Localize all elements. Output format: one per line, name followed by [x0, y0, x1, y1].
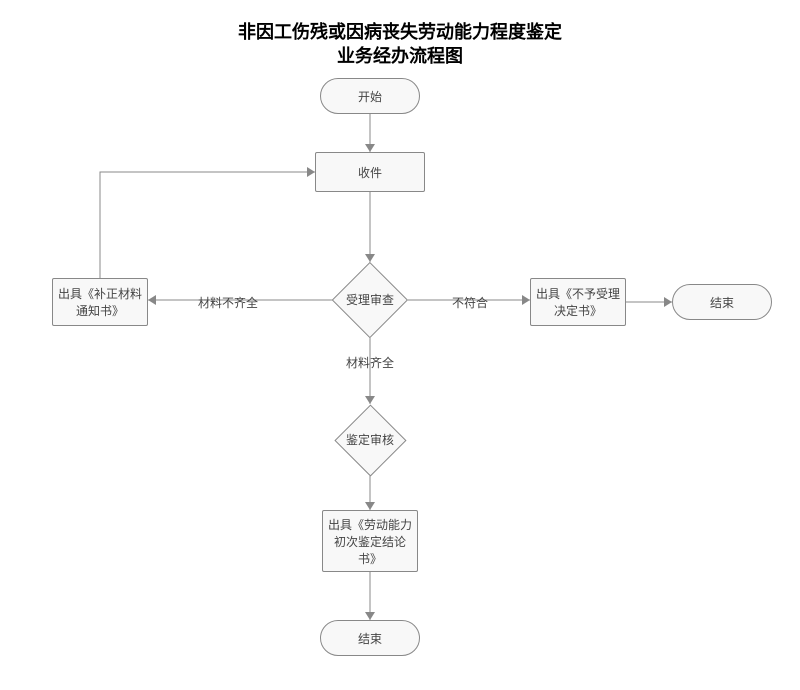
- edge-label-complete: 材料齐全: [346, 354, 394, 371]
- node-reject: 出具《不予受理决定书》: [530, 278, 626, 326]
- diamond-label: 鉴定审核: [345, 415, 396, 466]
- node-supplement: 出具《补正材料通知书》: [52, 278, 148, 326]
- node-receive: 收件: [315, 152, 425, 192]
- node-verify: 鉴定审核: [345, 415, 396, 466]
- node-end_right: 结束: [672, 284, 772, 320]
- diamond-label: 受理审查: [343, 273, 397, 327]
- page-title-line2: 业务经办流程图: [0, 42, 800, 68]
- page-title-line1: 非因工伤残或因病丧失劳动能力程度鉴定: [0, 18, 800, 44]
- node-review: 受理审查: [343, 273, 397, 327]
- edge-label-incomplete: 材料不齐全: [198, 294, 258, 311]
- node-start: 开始: [320, 78, 420, 114]
- node-end_bottom: 结束: [320, 620, 420, 656]
- node-issue: 出具《劳动能力初次鉴定结论书》: [322, 510, 418, 572]
- edge-label-notmatch: 不符合: [452, 294, 488, 311]
